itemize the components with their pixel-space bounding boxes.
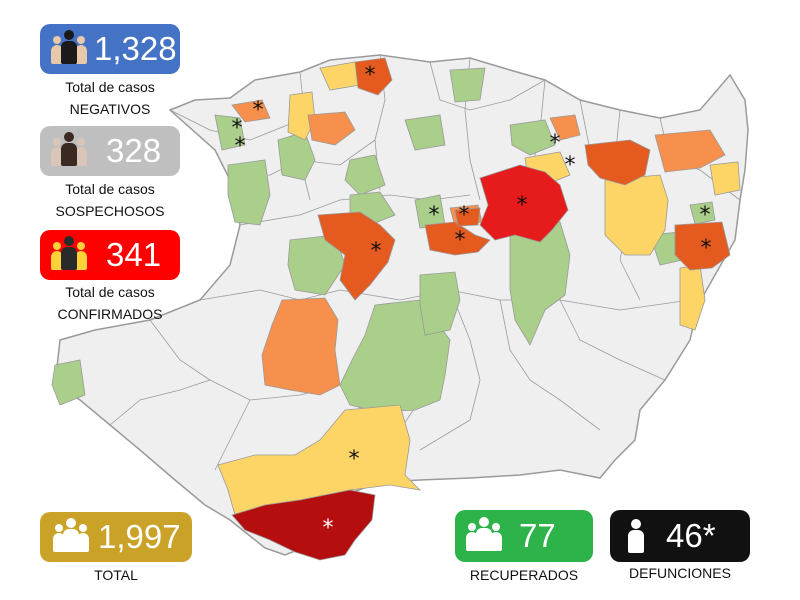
region-darkorange-5 <box>674 221 731 271</box>
negativos-line1: Total de casos <box>65 79 155 95</box>
region-green-16 <box>51 359 86 406</box>
region-orange-5 <box>549 114 581 141</box>
high-case-regions <box>231 99 726 396</box>
region-green-15 <box>689 201 716 225</box>
negativos-line2: NEGATIVOS <box>69 101 151 117</box>
confirmados-badge: 341 <box>40 230 180 280</box>
group-person-icon <box>50 132 90 170</box>
defunciones-label: DEFUNCIONES <box>629 565 731 581</box>
asterisk-mark: * <box>232 116 243 141</box>
group-person-icon <box>50 30 90 68</box>
medium-case-regions <box>217 61 741 516</box>
asterisk-mark: * <box>253 98 264 123</box>
group-person-icon <box>52 518 92 556</box>
sospechosos-line2: SOSPECHOSOS <box>55 203 165 219</box>
defunciones-count: 46* <box>666 517 716 554</box>
sospechosos-caption: Total de casos SOSPECHOSOS <box>40 178 180 222</box>
asterisk-mark: * <box>323 516 334 541</box>
asterisk-mark: * <box>701 236 712 261</box>
negativos-caption: Total de casos NEGATIVOS <box>40 76 180 120</box>
negativos-badge: 1,328 <box>40 24 180 74</box>
region-yellow-6 <box>679 264 706 331</box>
asterisk-mark: * <box>235 134 246 159</box>
group-person-icon <box>465 517 505 555</box>
region-darkorange-1 <box>354 57 393 96</box>
negativos-count: 1,328 <box>94 30 177 67</box>
region-orange-1 <box>231 99 271 123</box>
region-yellow-4 <box>604 174 669 256</box>
asterisk-mark: * <box>700 203 711 228</box>
asterisk-mark: * <box>459 203 470 228</box>
asterisk-markers: * * * * * * * * * * * * * * * <box>232 63 712 541</box>
region-yellow-5 <box>709 161 741 196</box>
asterisk-mark: * <box>429 203 440 228</box>
region-green-3 <box>344 154 386 196</box>
single-person-icon <box>626 517 648 555</box>
recuperados-count: 77 <box>519 517 556 554</box>
region-green-1 <box>227 159 271 226</box>
total-label: TOTAL <box>94 567 138 583</box>
recuperados-badge: 77 <box>455 510 593 562</box>
asterisk-mark: * <box>550 131 561 156</box>
region-green-13 <box>509 221 571 346</box>
low-case-regions <box>51 67 716 413</box>
very-high-case-regions <box>317 57 731 301</box>
asterisk-mark: * <box>455 228 466 253</box>
asterisk-mark: * <box>517 193 528 218</box>
region-green-9 <box>214 114 246 151</box>
confirmados-line2: CONFIRMADOS <box>57 306 163 322</box>
defunciones-badge: 46* <box>610 510 750 562</box>
confirmados-caption: Total de casos CONFIRMADOS <box>40 281 180 325</box>
asterisk-mark: * <box>365 63 376 88</box>
region-darkorange-2 <box>584 139 651 186</box>
group-person-icon <box>50 236 90 274</box>
total-badge: 1,997 <box>40 512 192 562</box>
region-orange-4 <box>261 297 341 396</box>
region-green-7 <box>509 119 556 156</box>
region-critical <box>231 489 376 561</box>
region-green-12 <box>419 271 461 336</box>
sospechosos-line1: Total de casos <box>65 181 155 197</box>
sospechosos-badge: 328 <box>40 126 180 176</box>
region-severe <box>479 164 569 243</box>
asterisk-mark: * <box>371 239 382 264</box>
total-count: 1,997 <box>98 518 181 555</box>
region-green-6 <box>449 67 486 103</box>
region-darkorange-3 <box>317 211 396 301</box>
region-darkorange-6 <box>454 207 481 227</box>
asterisk-mark: * <box>349 447 360 472</box>
sospechosos-count: 328 <box>106 132 162 169</box>
region-green-5 <box>404 114 446 151</box>
confirmados-line1: Total de casos <box>65 284 155 300</box>
region-orange-2 <box>307 111 356 146</box>
region-orange-3 <box>654 129 726 173</box>
recuperados-label: RECUPERADOS <box>469 567 579 583</box>
confirmados-count: 341 <box>106 236 162 273</box>
asterisk-mark: * <box>565 153 576 178</box>
